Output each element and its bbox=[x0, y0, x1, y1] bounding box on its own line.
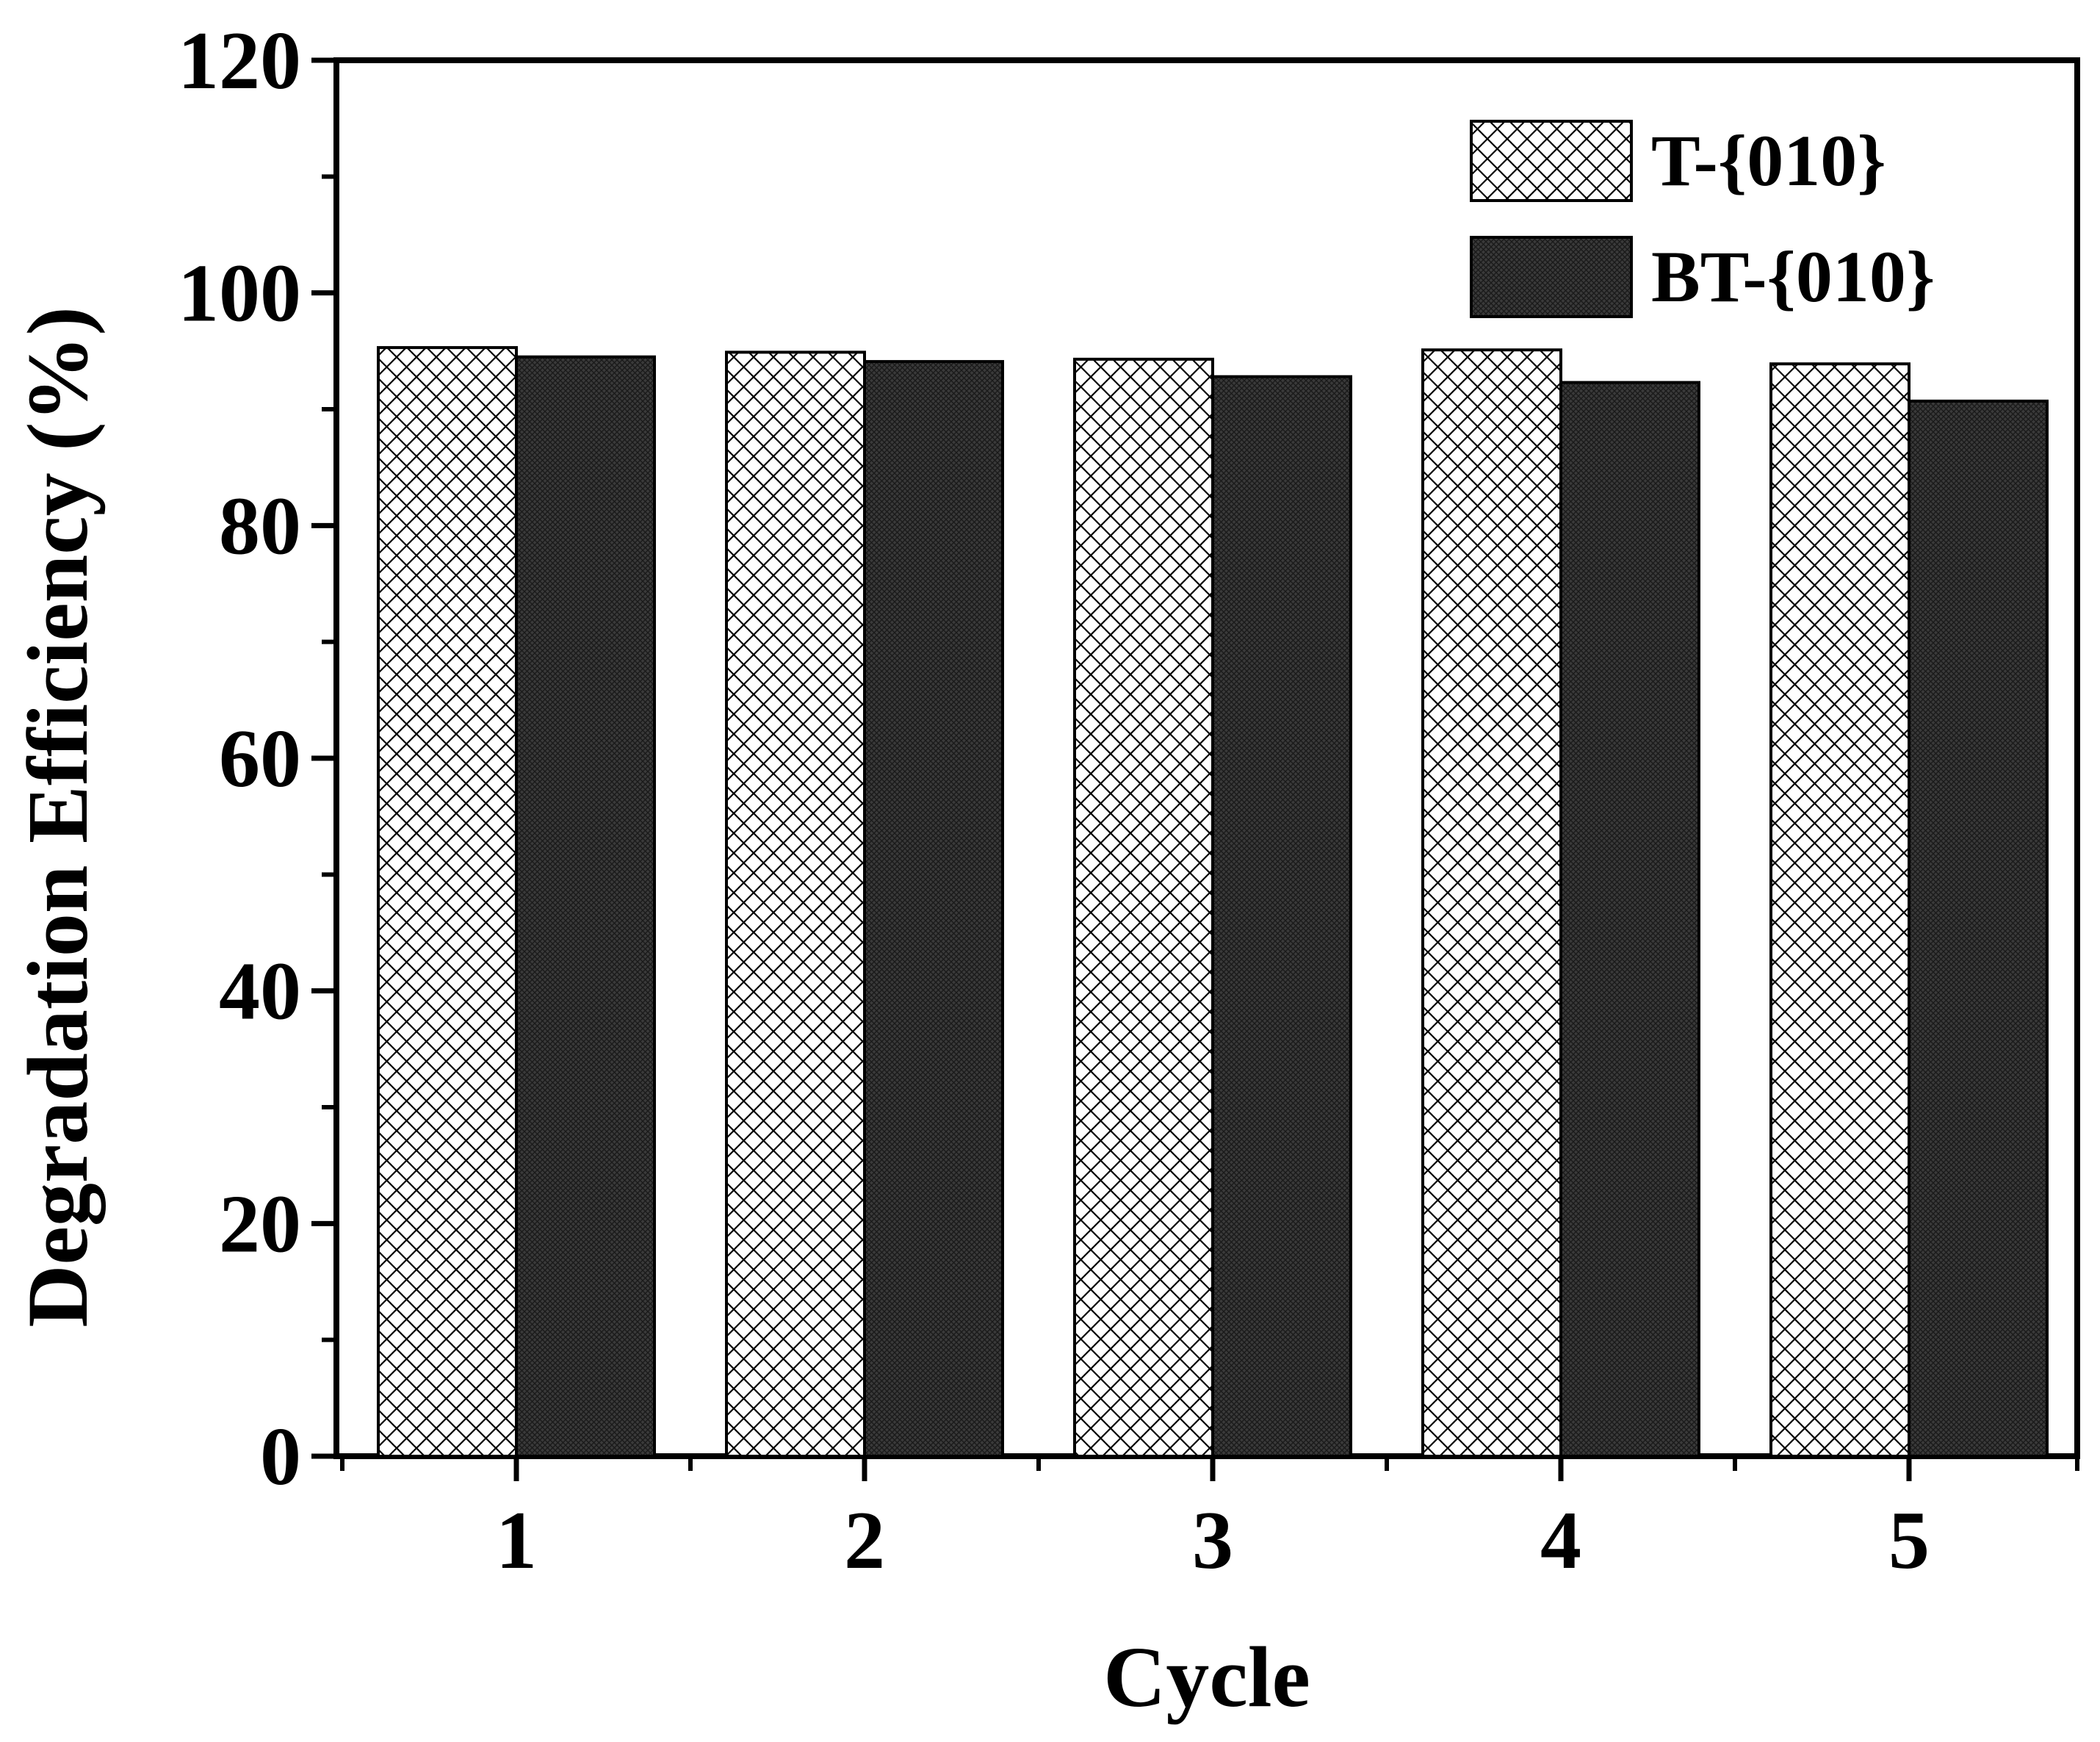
y-tick-label-100: 100 bbox=[178, 248, 301, 339]
bar-bt010-cycle-3 bbox=[1211, 375, 1352, 1458]
bar-t010-cycle-1 bbox=[377, 346, 518, 1458]
x-axis-title: Cycle bbox=[1103, 1629, 1310, 1725]
y-tick-label-20: 20 bbox=[219, 1178, 301, 1270]
legend-swatch-t010 bbox=[1470, 120, 1633, 202]
y-tick-label-0: 0 bbox=[260, 1411, 301, 1502]
x-tick-label-1: 1 bbox=[496, 1495, 537, 1586]
x-tick-label-4: 4 bbox=[1540, 1495, 1581, 1586]
bar-t010-cycle-4 bbox=[1421, 348, 1562, 1458]
bar-bt010-cycle-5 bbox=[1908, 399, 2049, 1458]
bars-group bbox=[377, 346, 2049, 1458]
axes-group: 0 20 40 60 80 100 120 1 2 3 4 5 bbox=[178, 15, 2079, 1586]
bar-t010-cycle-3 bbox=[1073, 357, 1214, 1458]
y-tick-label-120: 120 bbox=[178, 15, 301, 107]
y-axis-title: Degradation Efficiency (%) bbox=[10, 306, 106, 1328]
bar-t010-cycle-5 bbox=[1769, 362, 1910, 1458]
y-tick-label-40: 40 bbox=[219, 946, 301, 1037]
bar-bt010-cycle-4 bbox=[1559, 381, 1700, 1458]
x-tick-label-5: 5 bbox=[1888, 1495, 1930, 1586]
bar-bt010-cycle-2 bbox=[863, 360, 1004, 1458]
legend-swatch-bt010 bbox=[1470, 236, 1633, 318]
legend-label-t010: T-{010} bbox=[1651, 120, 1886, 201]
y-tick-label-80: 80 bbox=[219, 481, 301, 572]
x-tick-label-2: 2 bbox=[844, 1495, 885, 1586]
bar-t010-cycle-2 bbox=[725, 350, 866, 1458]
legend-label-bt010: BT-{010} bbox=[1651, 236, 1935, 317]
y-tick-label-60: 60 bbox=[219, 713, 301, 805]
legend: T-{010} BT-{010} bbox=[1470, 120, 1935, 318]
bar-bt010-cycle-1 bbox=[515, 355, 656, 1458]
x-tick-label-3: 3 bbox=[1192, 1495, 1233, 1586]
